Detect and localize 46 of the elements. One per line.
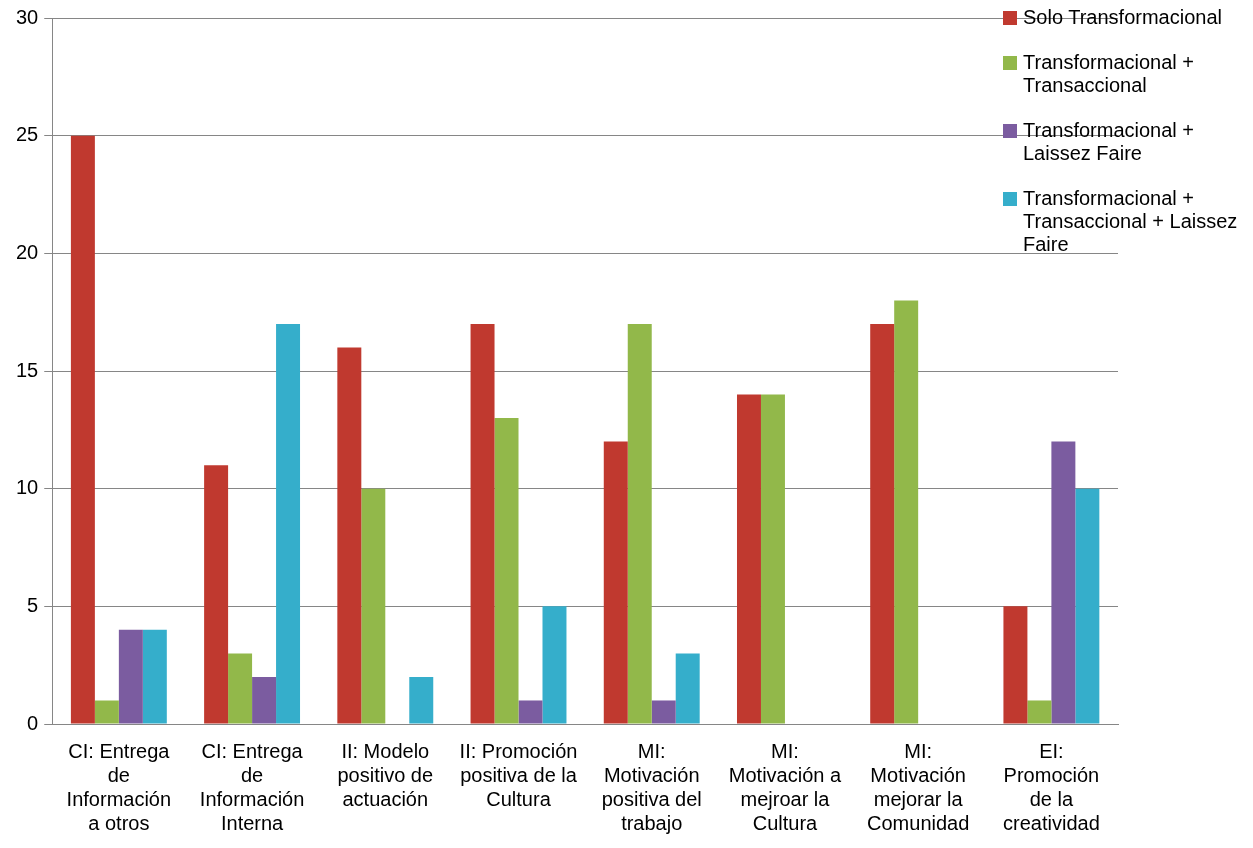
bar xyxy=(542,606,567,724)
bar xyxy=(603,441,628,724)
bar xyxy=(627,323,652,724)
bar xyxy=(276,323,301,724)
x-tick-label: CI: Entrega de Información Interna xyxy=(199,739,305,834)
bar xyxy=(409,676,434,724)
bar xyxy=(252,676,277,724)
y-tick-label: 0 xyxy=(27,711,39,734)
bar xyxy=(1075,488,1100,724)
y-tick-label: 20 xyxy=(16,240,39,263)
bar xyxy=(675,653,700,724)
bar xyxy=(1051,441,1076,724)
bar xyxy=(204,465,229,724)
bar xyxy=(518,700,543,724)
bar xyxy=(70,135,95,724)
bar xyxy=(228,653,253,724)
legend-label: Transformacional + Laissez Faire xyxy=(1023,119,1195,165)
bar xyxy=(494,418,519,724)
x-tick-label: MI: Motivación mejorar la Comunidad xyxy=(867,739,970,834)
bar xyxy=(94,700,119,724)
y-tick-label: 5 xyxy=(27,593,39,616)
legend-label: Solo Transformacional xyxy=(1023,6,1222,29)
x-tick-label: CI: Entrega de Información a otros xyxy=(66,739,172,834)
bar xyxy=(760,394,785,724)
bar xyxy=(361,488,386,724)
y-tick-label: 25 xyxy=(16,123,39,146)
x-tick-label: II: Promoción positiva de la Cultura xyxy=(459,739,578,810)
bar xyxy=(736,394,761,724)
bar xyxy=(470,323,495,724)
bar xyxy=(142,629,167,724)
bar xyxy=(337,347,362,724)
y-tick-label: 15 xyxy=(16,358,39,381)
bar xyxy=(1003,606,1028,724)
bar xyxy=(894,300,919,724)
legend-label: Transformacional + Transaccional + Laissez Faire xyxy=(1023,187,1239,256)
x-tick-label: EI: Promoción de la creatividad xyxy=(1003,739,1100,834)
bar xyxy=(1027,700,1052,724)
y-tick-label: 10 xyxy=(16,476,39,499)
bar xyxy=(870,323,895,724)
x-tick-label: MI: Motivación a mejroar la Cultura xyxy=(728,739,842,834)
legend-label: Transformacional + Transaccional xyxy=(1023,51,1195,97)
x-tick-label: MI: Motivación positiva del trabajo xyxy=(601,739,702,834)
y-tick-label: 30 xyxy=(16,5,39,28)
bar xyxy=(651,700,676,724)
bar xyxy=(118,629,143,724)
x-tick-label: II: Modelo positivo de actuación xyxy=(337,739,434,810)
